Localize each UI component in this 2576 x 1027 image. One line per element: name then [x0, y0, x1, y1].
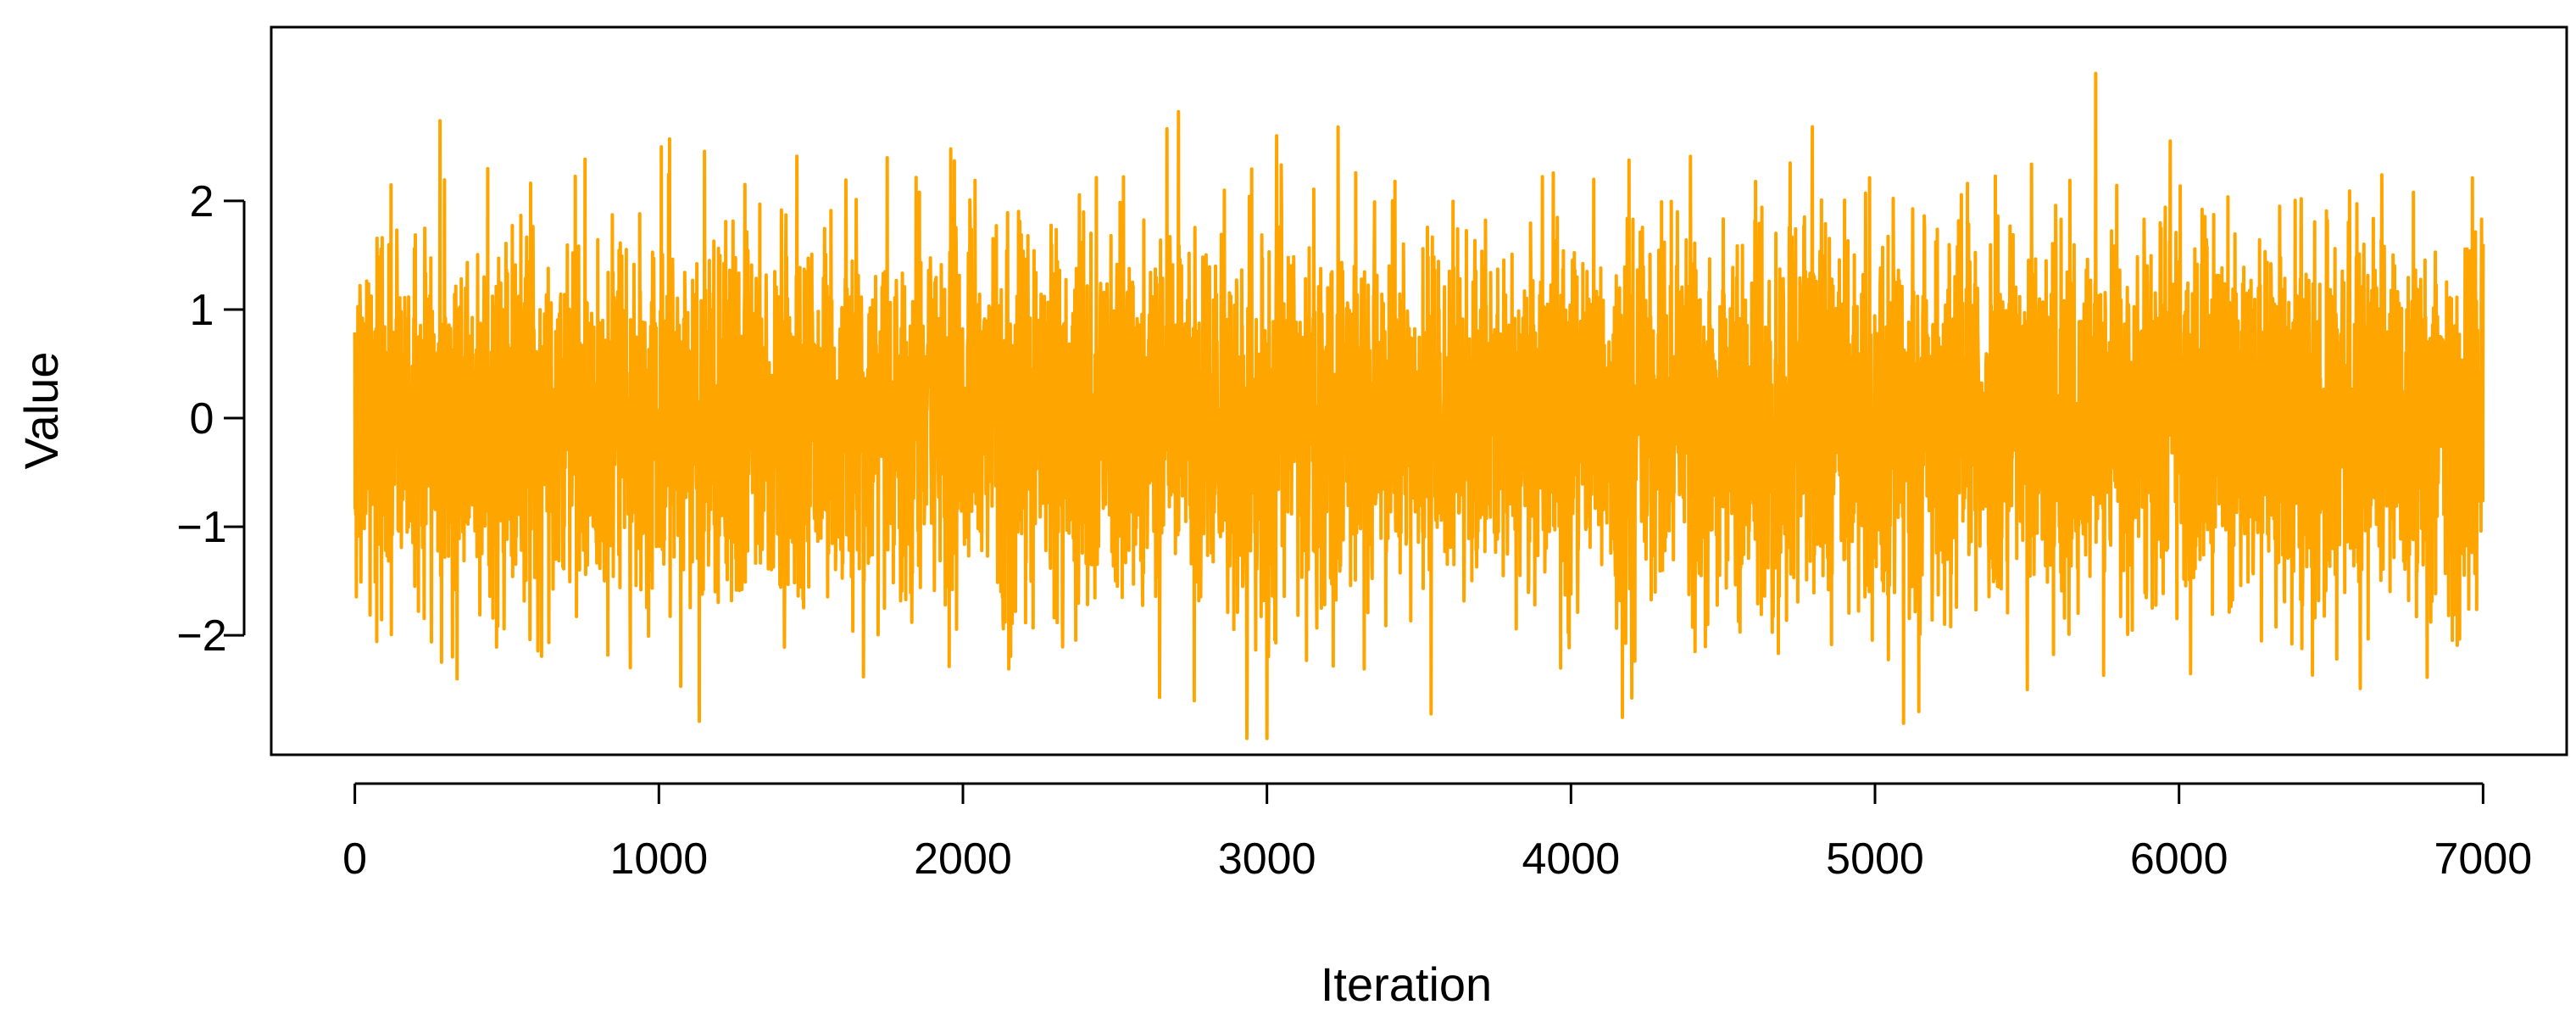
x-axis: 0 1000 2000 3000 4000 5000 6000 7000 — [342, 782, 2533, 884]
x-tick-label: 7000 — [2434, 834, 2533, 884]
y-axis: −2 −1 0 1 2 — [176, 177, 246, 661]
y-tick-label: −1 — [176, 503, 226, 552]
x-tick-label: 5000 — [1826, 834, 1924, 884]
plot-frame — [270, 25, 2568, 756]
x-tick-label: 0 — [342, 834, 367, 884]
y-tick-label: 2 — [190, 177, 214, 226]
y-tick-label: 1 — [190, 286, 214, 335]
x-tick-label: 6000 — [2130, 834, 2228, 884]
x-tick-label: 1000 — [609, 834, 708, 884]
series-trace — [353, 71, 2485, 740]
trace-line — [353, 71, 2485, 740]
y-tick-label: 0 — [190, 394, 214, 444]
x-tick-label: 2000 — [914, 834, 1012, 884]
x-tick-label: 3000 — [1218, 834, 1316, 884]
x-tick-label: 4000 — [1522, 834, 1620, 884]
x-axis-title: Iteration — [1321, 957, 1492, 1011]
y-axis-title: Value — [14, 351, 68, 469]
y-tick-label: −2 — [176, 611, 226, 661]
